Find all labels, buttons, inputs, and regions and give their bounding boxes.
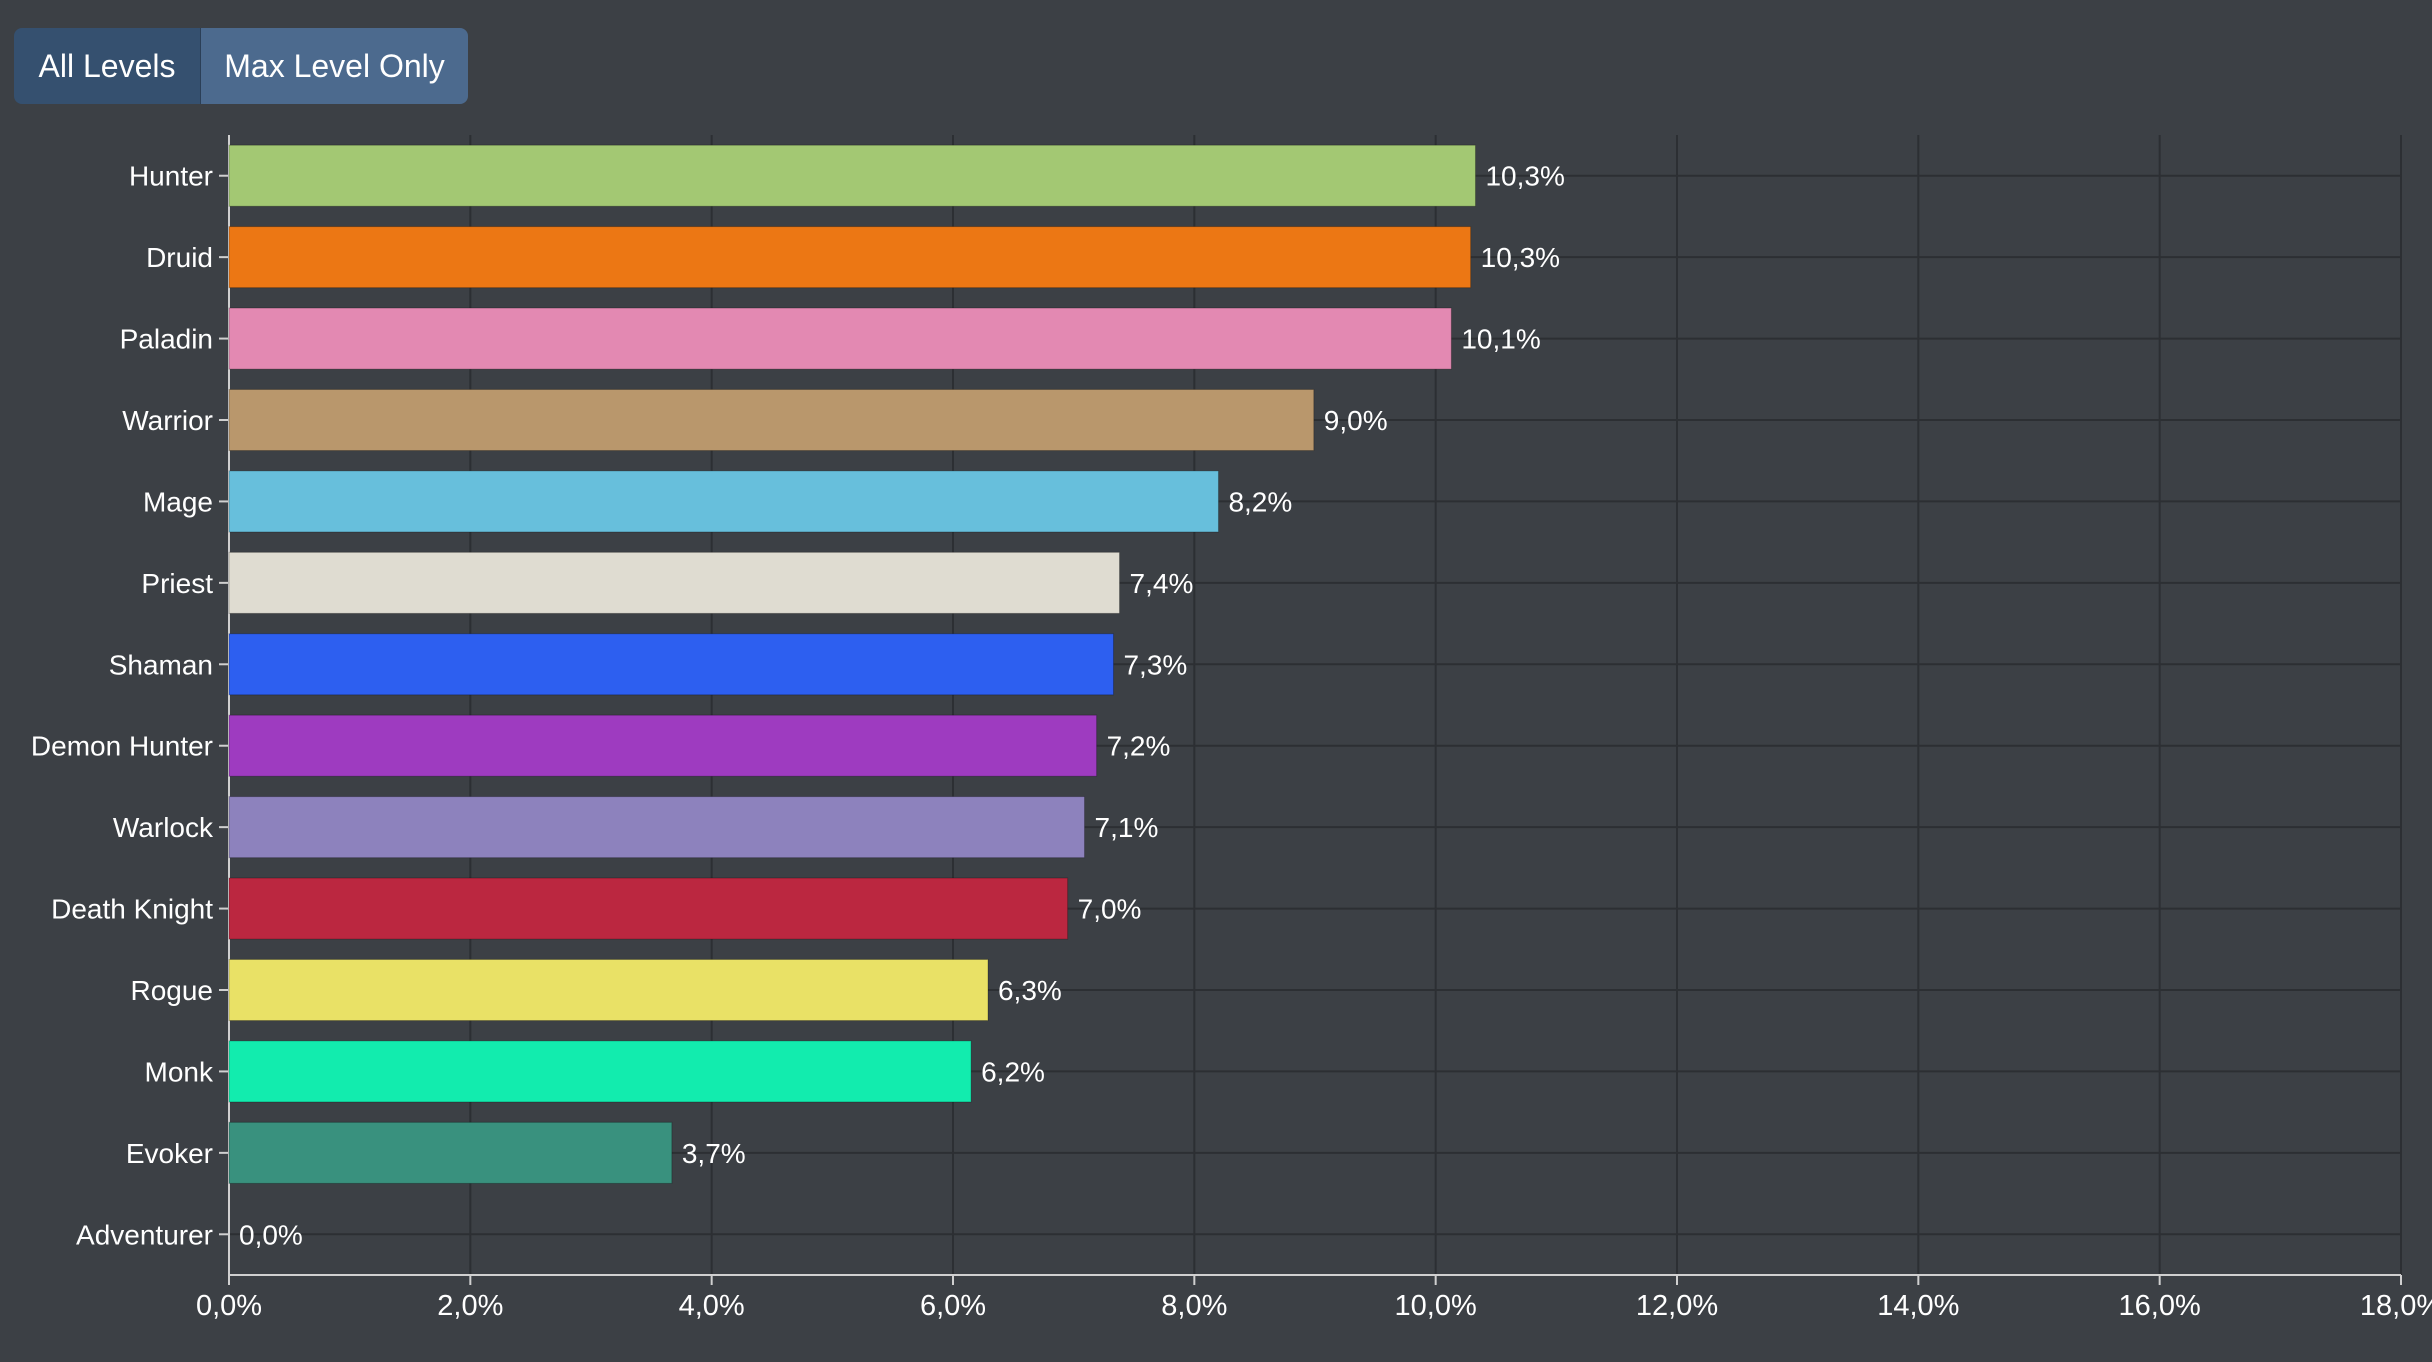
value-label: 10,3% [1485,161,1564,192]
value-label: 7,2% [1107,731,1171,762]
category-label: Death Knight [51,894,213,925]
category-label: Monk [145,1056,214,1087]
value-label: 7,4% [1130,568,1194,599]
level-filter-toggle: All Levels Max Level Only [14,28,468,104]
bar [228,551,1121,614]
value-label: 6,3% [998,975,1062,1006]
all-levels-button[interactable]: All Levels [14,28,200,104]
x-tick-label: 8,0% [1161,1290,1227,1322]
bar [228,226,1472,289]
value-label: 0,0% [239,1219,303,1250]
value-label: 6,2% [981,1056,1045,1087]
category-label: Demon Hunter [31,731,213,762]
category-label: Warrior [122,405,213,436]
x-tick-label: 6,0% [920,1290,986,1322]
x-tick-label: 0,0% [196,1290,262,1322]
category-label: Rogue [130,975,213,1006]
category-label: Warlock [113,812,214,843]
bar [228,958,989,1022]
x-tick-label: 16,0% [2119,1290,2201,1322]
max-level-only-button[interactable]: Max Level Only [200,28,468,104]
value-label: 7,0% [1078,894,1142,925]
value-label: 3,7% [682,1138,746,1169]
bar [228,714,1098,777]
bar [228,470,1219,533]
category-label: Hunter [129,161,213,192]
category-label: Adventurer [76,1219,213,1250]
category-label: Evoker [126,1138,213,1169]
bar [228,388,1315,452]
bar [228,144,1476,207]
value-label: 8,2% [1228,486,1292,517]
bar [228,633,1114,696]
bar [228,307,1452,370]
x-tick-label: 14,0% [1877,1290,1959,1322]
bar [228,877,1069,940]
bar [228,1121,673,1184]
value-label: 10,3% [1481,242,1560,273]
x-tick-label: 12,0% [1636,1290,1718,1322]
category-label: Paladin [120,324,213,355]
x-tick-label: 2,0% [437,1290,503,1322]
category-label: Druid [146,242,213,273]
value-label: 9,0% [1324,405,1388,436]
category-label: Mage [143,486,213,517]
category-label: Priest [141,568,213,599]
x-tick-label: 10,0% [1395,1290,1477,1322]
x-tick-label: 18,0% [2360,1290,2432,1322]
category-label: Shaman [109,649,213,680]
value-label: 10,1% [1461,324,1540,355]
value-label: 7,3% [1123,649,1187,680]
bar [228,1040,972,1103]
x-tick-label: 4,0% [679,1290,745,1322]
value-label: 7,1% [1095,812,1159,843]
bar [228,796,1086,859]
